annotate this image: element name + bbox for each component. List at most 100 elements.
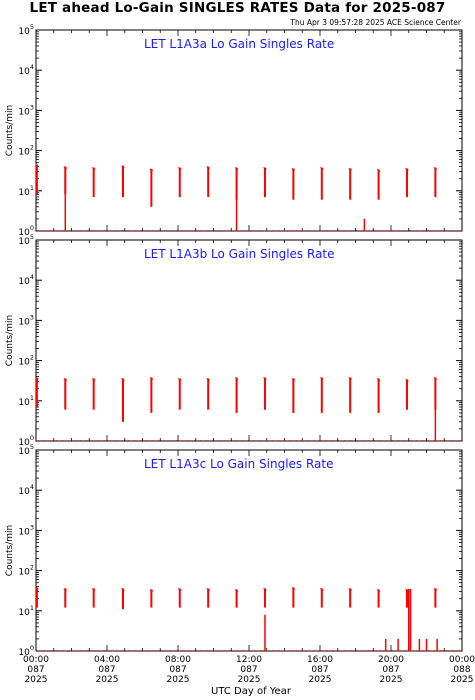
rate-spike-cap [433, 377, 438, 380]
x-tick-day: 087 [240, 665, 257, 675]
rate-spike-cap [291, 378, 296, 381]
x-tick-year: 2025 [309, 675, 332, 685]
rate-spike-cap [63, 588, 68, 591]
x-tick-year: 2025 [380, 675, 403, 685]
y-tick-label: 101 [18, 604, 34, 618]
y-tick-label: 103 [18, 523, 34, 537]
y-tick-label: 103 [18, 103, 34, 117]
rate-spike-cap [206, 378, 210, 381]
generation-timestamp: Thu Apr 3 09:57:28 2025 ACE Science Cent… [290, 18, 461, 27]
x-tick-time: 08:00 [165, 655, 191, 665]
rate-spike-cap [149, 168, 154, 172]
x-tick-year: 2025 [96, 675, 119, 685]
rate-spike-cap [206, 588, 210, 591]
panels-group: 100 101 102 103 104 105 LET L1A3a Lo Gain Sing… [5, 23, 463, 658]
x-tick-day: 087 [382, 665, 399, 675]
x-axis-labels: 00:00087202504:00087202508:00087202512:0… [23, 655, 475, 685]
rate-spike-cap [263, 588, 267, 591]
rate-spike-cap [320, 588, 324, 591]
rate-spike-cap [91, 167, 96, 170]
panel-frame [35, 239, 463, 442]
y-tick-label: 105 [18, 23, 34, 37]
rate-spike-cap [121, 588, 125, 591]
rate-spike-cap [63, 166, 68, 169]
y-tick-label: 100 [18, 434, 34, 448]
rate-spike-cap [178, 588, 182, 591]
rate-spike-cap [348, 377, 352, 380]
rate-spike-cap [91, 378, 96, 381]
rate-spike-cap [35, 587, 39, 590]
y-tick-label: 102 [18, 354, 34, 368]
panel-title: LET L1A3b Lo Gain Singles Rate [144, 247, 335, 261]
y-tick-label: 104 [18, 63, 34, 77]
rate-spike-cap [234, 167, 239, 170]
y-axis-title: Counts/min [5, 105, 15, 156]
rate-spike-cap [149, 377, 154, 380]
rate-spike-cap [234, 589, 239, 592]
y-tick-label: 101 [18, 184, 34, 198]
panel-2: 100 101 102 103 104 105 LET L1A3b Lo Gain Sing… [5, 233, 463, 448]
rate-spike-cap [405, 168, 409, 171]
y-tick-label: 102 [18, 564, 34, 578]
rate-spike-cap [291, 587, 296, 590]
y-axis-title: Counts/min [5, 315, 15, 366]
panel-frame [35, 29, 463, 232]
rate-spike-cap [433, 588, 438, 591]
rate-spike-cap [63, 378, 68, 381]
rate-spike-cap [121, 165, 125, 169]
y-tick-label: 100 [18, 224, 34, 238]
rate-spike-cap [263, 167, 267, 170]
panel-title: LET L1A3a Lo Gain Singles Rate [144, 37, 334, 51]
panel-frame [35, 449, 463, 652]
x-tick-time: 12:00 [236, 655, 262, 665]
panel-3: 100 101 102 103 104 105 LET L1A3c Lo Gain Sing… [5, 443, 463, 658]
x-tick-time: 16:00 [307, 655, 333, 665]
rate-spike-cap [35, 164, 39, 167]
x-tick-year: 2025 [238, 675, 261, 685]
rate-spike-cap [206, 166, 210, 169]
x-tick-time: 00:00 [23, 655, 49, 665]
x-tick-day: 087 [98, 665, 115, 675]
panel-1: 100 101 102 103 104 105 LET L1A3a Lo Gain Sing… [5, 23, 463, 238]
rate-spike-cap [121, 378, 125, 381]
x-tick-year: 2025 [25, 675, 48, 685]
x-tick-day: 087 [169, 665, 186, 675]
x-tick-year: 2025 [167, 675, 190, 685]
rate-spike-cap [348, 168, 352, 171]
x-tick-day: 087 [27, 665, 44, 675]
rate-spike-cap [320, 167, 324, 170]
rate-spike-cap [376, 589, 381, 592]
y-tick-label: 105 [18, 443, 34, 457]
y-tick-label: 104 [18, 483, 34, 497]
rate-spike-cap [376, 378, 381, 381]
x-tick-time: 00:00 [449, 655, 475, 665]
x-tick-time: 04:00 [94, 655, 120, 665]
x-tick-day: 087 [311, 665, 328, 675]
rate-spike-cap [178, 378, 182, 381]
x-tick-year: 2025 [451, 675, 474, 685]
rate-spike-cap [320, 377, 324, 380]
y-axis-title: Counts/min [5, 525, 15, 576]
rate-spike-cap [178, 167, 182, 170]
y-tick-label: 103 [18, 313, 34, 327]
x-tick-day: 088 [453, 665, 470, 675]
y-tick-label: 105 [18, 233, 34, 247]
rate-spike-cap [149, 589, 154, 592]
rate-spike-cap [376, 169, 381, 172]
y-tick-label: 104 [18, 273, 34, 287]
rate-spike-cap [348, 588, 352, 591]
y-tick-label: 101 [18, 394, 34, 408]
x-axis-title: UTC Day of Year [211, 686, 292, 697]
panel-title: LET L1A3c Lo Gain Singles Rate [144, 457, 334, 471]
y-tick-label: 102 [18, 144, 34, 158]
rate-spike-cap [405, 589, 409, 592]
rate-spike-cap [35, 377, 39, 380]
